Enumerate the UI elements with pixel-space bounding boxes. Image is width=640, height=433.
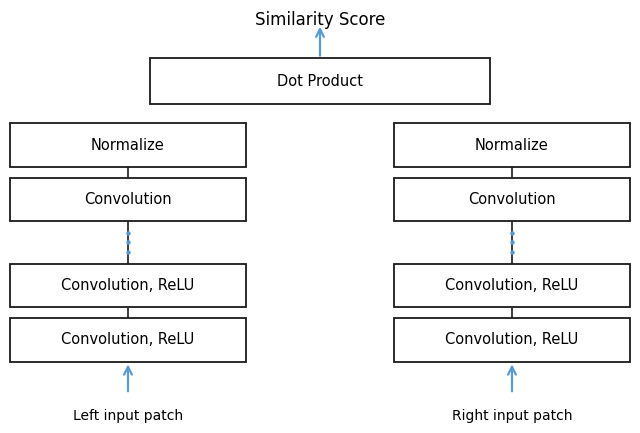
Text: Normalize: Normalize: [91, 138, 165, 152]
Bar: [10, 178, 246, 221]
Text: Convolution: Convolution: [468, 192, 556, 207]
Text: Left input patch: Left input patch: [73, 409, 183, 423]
Bar: [394, 123, 630, 167]
Text: Convolution, ReLU: Convolution, ReLU: [445, 333, 579, 347]
Bar: [394, 318, 630, 362]
Bar: [394, 178, 630, 221]
Bar: [394, 264, 630, 307]
Text: Convolution: Convolution: [84, 192, 172, 207]
Text: Similarity Score: Similarity Score: [255, 11, 385, 29]
Text: Convolution, ReLU: Convolution, ReLU: [61, 278, 195, 293]
Bar: [10, 318, 246, 362]
Text: Right input patch: Right input patch: [452, 409, 572, 423]
Bar: [10, 264, 246, 307]
Text: Convolution, ReLU: Convolution, ReLU: [61, 333, 195, 347]
Bar: [10, 123, 246, 167]
Text: Normalize: Normalize: [475, 138, 549, 152]
Text: Convolution, ReLU: Convolution, ReLU: [445, 278, 579, 293]
Bar: [150, 58, 490, 104]
Text: Dot Product: Dot Product: [277, 74, 363, 89]
